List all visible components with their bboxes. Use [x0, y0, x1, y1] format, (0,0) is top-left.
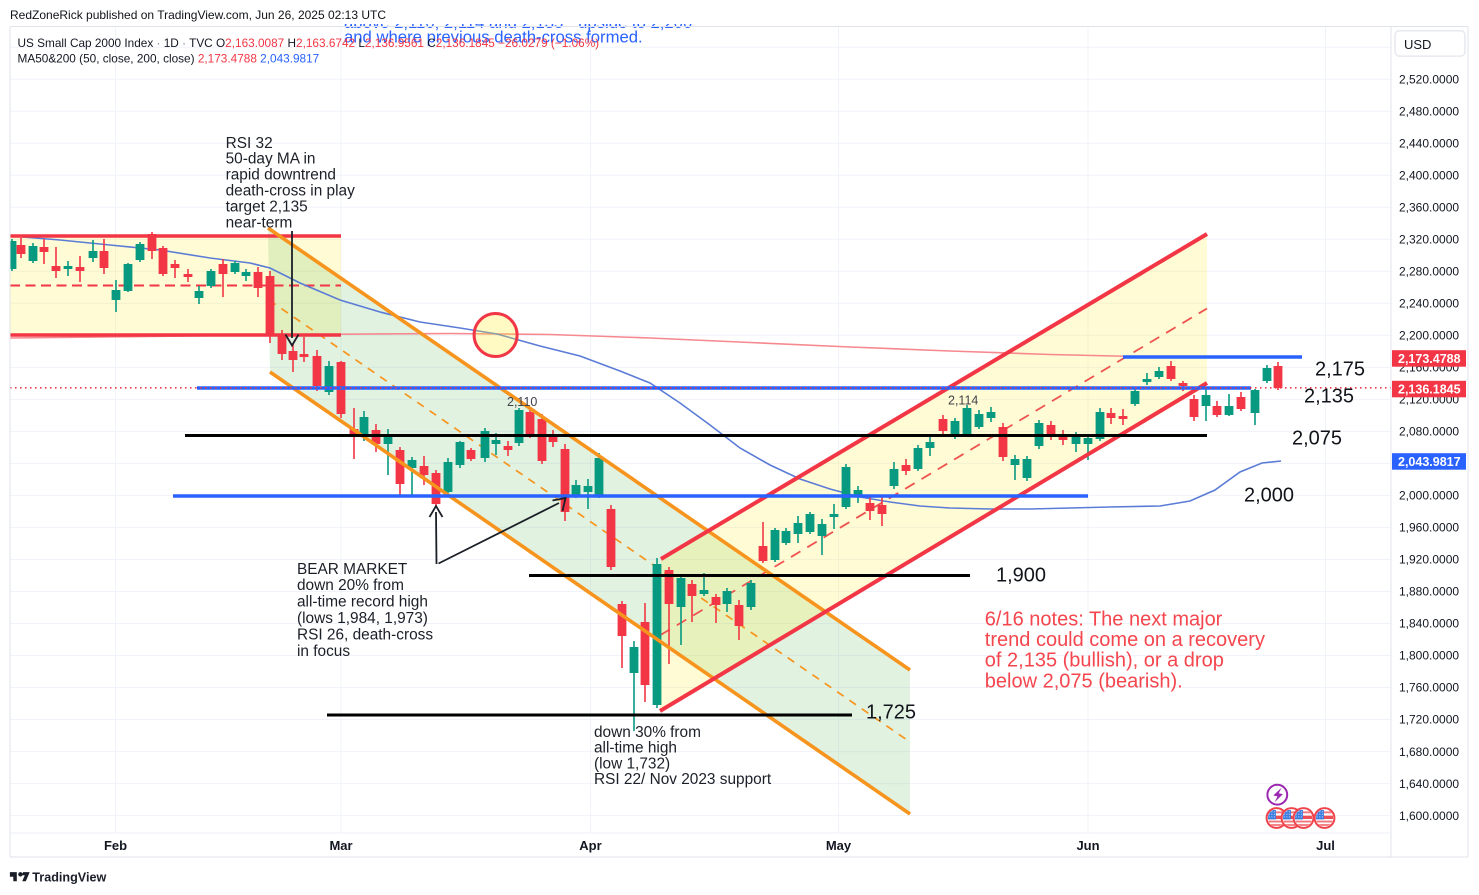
svg-text:1,880.0000: 1,880.0000: [1399, 585, 1459, 599]
svg-text:all-time high: all-time high: [594, 740, 677, 757]
svg-text:Jun: Jun: [1076, 838, 1099, 853]
svg-text:target 2,135: target 2,135: [226, 198, 308, 215]
svg-text:1,680.0000: 1,680.0000: [1399, 745, 1459, 759]
svg-text:50-day MA in: 50-day MA in: [226, 151, 316, 168]
svg-text:2,480.0000: 2,480.0000: [1399, 104, 1459, 118]
svg-text:2,135: 2,135: [1304, 386, 1354, 408]
svg-text:2,200.0000: 2,200.0000: [1399, 329, 1459, 343]
svg-text:RSI 32: RSI 32: [226, 135, 273, 152]
svg-text:1,920.0000: 1,920.0000: [1399, 553, 1459, 567]
svg-text:2,175: 2,175: [1315, 359, 1365, 381]
svg-text:rapid downtrend: rapid downtrend: [226, 167, 336, 184]
svg-text:Jul: Jul: [1316, 838, 1335, 853]
svg-text:down 30% from: down 30% from: [594, 724, 701, 741]
svg-text:Feb: Feb: [104, 838, 127, 853]
svg-text:2,280.0000: 2,280.0000: [1399, 265, 1459, 279]
svg-text:BEAR MARKET: BEAR MARKET: [297, 561, 408, 578]
svg-text:in focus: in focus: [297, 643, 350, 660]
svg-text:1,800.0000: 1,800.0000: [1399, 649, 1459, 663]
svg-text:2,000: 2,000: [1244, 485, 1294, 507]
svg-text:all-time record high: all-time record high: [297, 594, 428, 611]
svg-text:1,720.0000: 1,720.0000: [1399, 713, 1459, 727]
svg-text:Mar: Mar: [329, 838, 352, 853]
svg-text:2,043.9817: 2,043.9817: [1398, 455, 1461, 469]
svg-text:2,000.0000: 2,000.0000: [1399, 489, 1459, 503]
svg-text:2,080.0000: 2,080.0000: [1399, 425, 1459, 439]
svg-text:2,400.0000: 2,400.0000: [1399, 169, 1459, 183]
svg-text:US Small Cap 2000 Index · 1D ·: US Small Cap 2000 Index · 1D · TVC O2,16…: [18, 36, 600, 50]
svg-text:USD: USD: [1404, 37, 1431, 52]
svg-text:below 2,075 (bearish).: below 2,075 (bearish).: [985, 670, 1183, 692]
svg-text:Apr: Apr: [579, 838, 601, 853]
svg-text:death-cross in play: death-cross in play: [226, 183, 355, 200]
svg-text:2,320.0000: 2,320.0000: [1399, 233, 1459, 247]
svg-text:2,440.0000: 2,440.0000: [1399, 136, 1459, 150]
svg-text:TradingView: TradingView: [32, 871, 106, 885]
svg-text:near-term: near-term: [226, 214, 293, 231]
svg-text:1,900: 1,900: [996, 565, 1046, 587]
svg-text:2,520.0000: 2,520.0000: [1399, 72, 1459, 86]
svg-text:trend could come on a recovery: trend could come on a recovery: [985, 629, 1265, 651]
svg-text:1,640.0000: 1,640.0000: [1399, 777, 1459, 791]
svg-text:May: May: [826, 838, 852, 853]
svg-text:1,725: 1,725: [866, 702, 916, 724]
svg-text:2,136.1845: 2,136.1845: [1398, 382, 1461, 396]
svg-text:RedZoneRick published on Tradi: RedZoneRick published on TradingView.com…: [10, 8, 386, 22]
svg-text:MA50&200 (50, close, 200, clos: MA50&200 (50, close, 200, close) 2,173.4…: [18, 52, 320, 66]
svg-text:and where previous death-cross: and where previous death-cross formed.: [344, 28, 643, 47]
svg-text:1,600.0000: 1,600.0000: [1399, 809, 1459, 823]
svg-text:(lows 1,984, 1,973): (lows 1,984, 1,973): [297, 610, 428, 627]
svg-text:1,760.0000: 1,760.0000: [1399, 681, 1459, 695]
svg-text:2,173.4788: 2,173.4788: [1398, 352, 1461, 366]
svg-text:6/16 notes: The next major: 6/16 notes: The next major: [985, 609, 1223, 631]
svg-text:2,240.0000: 2,240.0000: [1399, 297, 1459, 311]
svg-text:2,360.0000: 2,360.0000: [1399, 201, 1459, 215]
svg-text:2,114: 2,114: [948, 394, 978, 408]
svg-text:down 20% from: down 20% from: [297, 577, 404, 594]
svg-text:of 2,135 (bullish), or a drop: of 2,135 (bullish), or a drop: [985, 650, 1224, 672]
svg-text:1,840.0000: 1,840.0000: [1399, 617, 1459, 631]
svg-text:(low 1,732): (low 1,732): [594, 755, 670, 772]
svg-text:2,075: 2,075: [1292, 428, 1342, 450]
svg-text:1,960.0000: 1,960.0000: [1399, 521, 1459, 535]
svg-text:RSI 22/ Nov 2023 support: RSI 22/ Nov 2023 support: [594, 771, 772, 788]
svg-text:2,110: 2,110: [507, 395, 537, 409]
svg-text:RSI 26, death-cross: RSI 26, death-cross: [297, 626, 433, 643]
